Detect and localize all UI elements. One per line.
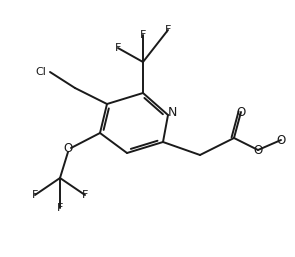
Text: F: F [115,43,121,53]
Text: Cl: Cl [35,67,46,77]
Text: O: O [253,143,263,157]
Text: F: F [57,203,63,213]
Text: N: N [167,106,177,120]
Text: F: F [165,25,171,35]
Text: O: O [63,142,73,154]
Text: F: F [82,190,88,200]
Text: F: F [32,190,38,200]
Text: F: F [140,30,146,40]
Text: O: O [276,133,286,146]
Text: O: O [236,106,246,118]
